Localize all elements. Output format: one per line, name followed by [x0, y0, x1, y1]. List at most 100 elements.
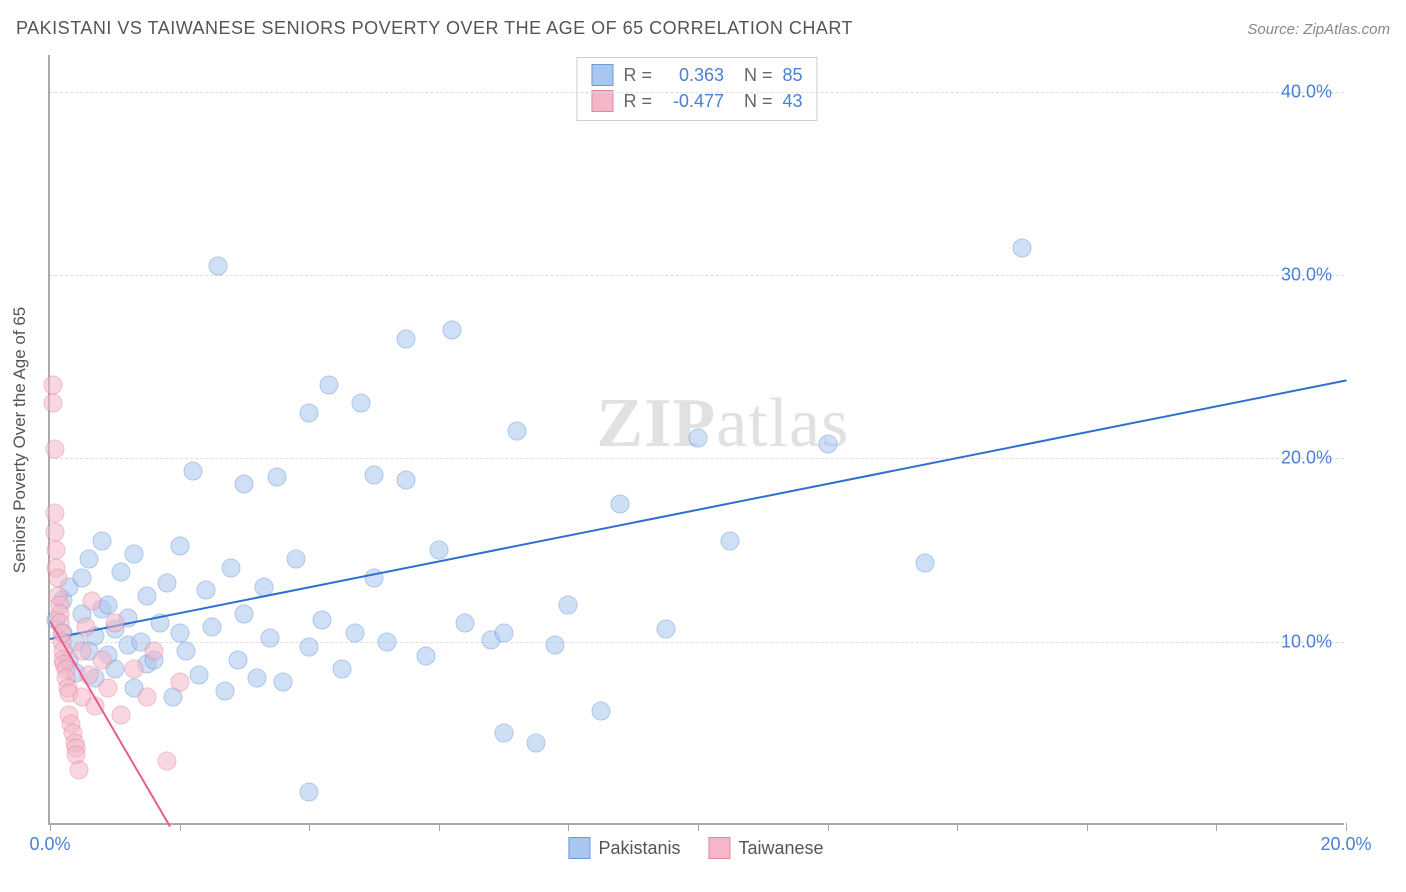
x-tick-label: 20.0% — [1320, 834, 1371, 855]
scatter-point — [125, 544, 144, 563]
scatter-point — [274, 673, 293, 692]
scatter-point — [1013, 238, 1032, 257]
y-tick-label: 10.0% — [1281, 631, 1332, 652]
y-tick-label: 40.0% — [1281, 81, 1332, 102]
scatter-point — [416, 647, 435, 666]
scatter-point — [527, 733, 546, 752]
scatter-point — [507, 421, 526, 440]
scatter-point — [235, 605, 254, 624]
scatter-point — [228, 651, 247, 670]
scatter-point — [689, 429, 708, 448]
y-axis-label: Seniors Poverty Over the Age of 65 — [10, 307, 30, 573]
scatter-point — [287, 550, 306, 569]
gridline-h — [50, 458, 1344, 459]
scatter-point — [73, 568, 92, 587]
scatter-point — [300, 638, 319, 657]
scatter-point — [73, 641, 92, 660]
scatter-point — [157, 751, 176, 770]
x-tick — [309, 823, 310, 831]
scatter-point — [44, 376, 63, 395]
legend-swatch-0 — [568, 837, 590, 859]
scatter-point — [377, 632, 396, 651]
gridline-h — [50, 275, 1344, 276]
scatter-point — [92, 651, 111, 670]
x-tick — [1087, 823, 1088, 831]
scatter-point — [138, 687, 157, 706]
scatter-point — [235, 475, 254, 494]
scatter-point — [591, 702, 610, 721]
scatter-point — [397, 330, 416, 349]
scatter-point — [332, 660, 351, 679]
chart-title: PAKISTANI VS TAIWANESE SENIORS POVERTY O… — [16, 18, 853, 39]
legend-item-0: Pakistanis — [568, 837, 680, 859]
chart-area: Seniors Poverty Over the Age of 65 ZIPat… — [48, 55, 1344, 825]
scatter-point — [611, 495, 630, 514]
scatter-point — [170, 673, 189, 692]
x-tick — [180, 823, 181, 831]
x-tick — [1216, 823, 1217, 831]
scatter-point — [112, 706, 131, 725]
scatter-point — [112, 563, 131, 582]
scatter-point — [46, 504, 65, 523]
scatter-point — [170, 623, 189, 642]
scatter-point — [494, 623, 513, 642]
scatter-point — [183, 462, 202, 481]
scatter-point — [125, 660, 144, 679]
y-tick-label: 30.0% — [1281, 265, 1332, 286]
x-tick — [568, 823, 569, 831]
scatter-point — [313, 610, 332, 629]
scatter-point — [818, 434, 837, 453]
source-credit: Source: ZipAtlas.com — [1247, 21, 1390, 39]
scatter-point — [215, 682, 234, 701]
scatter-point — [47, 541, 66, 560]
stats-legend-box: R = 0.363 N = 85 R = -0.477 N = 43 — [576, 57, 817, 121]
stats-row-0: R = 0.363 N = 85 — [591, 62, 802, 88]
x-tick — [439, 823, 440, 831]
scatter-point — [209, 256, 228, 275]
swatch-series-0 — [591, 64, 613, 86]
scatter-point — [144, 641, 163, 660]
scatter-point — [177, 641, 196, 660]
scatter-point — [352, 394, 371, 413]
scatter-point — [656, 619, 675, 638]
scatter-point — [203, 618, 222, 637]
scatter-point — [455, 614, 474, 633]
source-prefix: Source: — [1247, 21, 1303, 38]
gridline-h — [50, 642, 1344, 643]
scatter-point — [46, 522, 65, 541]
scatter-point — [44, 394, 63, 413]
x-tick — [828, 823, 829, 831]
scatter-point — [300, 403, 319, 422]
scatter-point — [300, 783, 319, 802]
scatter-point — [99, 678, 118, 697]
scatter-point — [170, 537, 189, 556]
scatter-point — [546, 636, 565, 655]
legend-swatch-1 — [708, 837, 730, 859]
r-label-0: R = — [623, 62, 652, 88]
scatter-point — [345, 623, 364, 642]
scatter-point — [196, 581, 215, 600]
y-tick-label: 20.0% — [1281, 448, 1332, 469]
scatter-point — [429, 541, 448, 560]
scatter-point — [267, 467, 286, 486]
r-value-0: 0.363 — [662, 62, 724, 88]
scatter-point — [559, 596, 578, 615]
legend-item-1: Taiwanese — [708, 837, 823, 859]
x-tick — [957, 823, 958, 831]
scatter-point — [915, 553, 934, 572]
plot-region: ZIPatlas R = 0.363 N = 85 R = -0.477 N =… — [48, 55, 1344, 825]
scatter-point — [222, 559, 241, 578]
scatter-point — [442, 321, 461, 340]
scatter-point — [494, 724, 513, 743]
scatter-point — [83, 592, 102, 611]
scatter-point — [70, 761, 89, 780]
source-name: ZipAtlas.com — [1303, 21, 1390, 38]
scatter-point — [138, 586, 157, 605]
scatter-point — [48, 568, 67, 587]
scatter-point — [45, 440, 64, 459]
swatch-series-1 — [591, 90, 613, 112]
scatter-point — [76, 618, 95, 637]
legend-label-0: Pakistanis — [598, 838, 680, 859]
scatter-point — [105, 614, 124, 633]
scatter-point — [190, 665, 209, 684]
